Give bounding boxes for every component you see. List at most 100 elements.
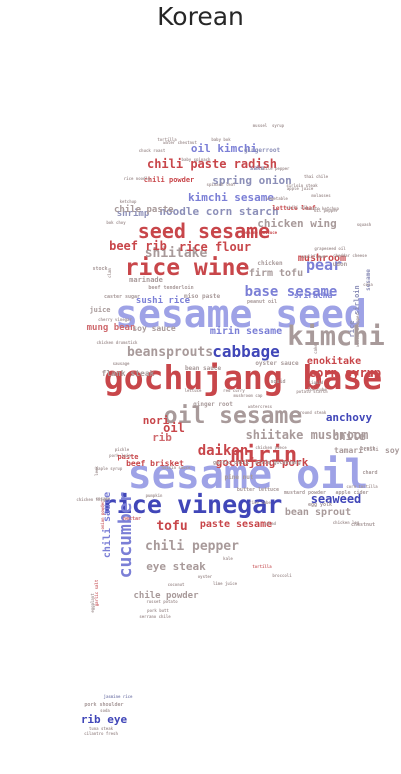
- word-sesame-seed: sesame seed: [115, 292, 367, 336]
- word-lime-juice: lime juice: [213, 581, 238, 586]
- word-marinade: marinade: [129, 276, 163, 284]
- word-chili-pepper: chili pepper: [145, 539, 239, 554]
- word-chili: chili: [363, 447, 378, 453]
- word-clam: clam: [107, 268, 112, 278]
- word-oil-pepper: oil pepper: [314, 208, 339, 213]
- word-butter-lettuce: butter lettuce: [237, 487, 279, 493]
- word-rice-flour: rice flour: [179, 240, 251, 254]
- word-sesame: sesame: [96, 496, 111, 501]
- word-oyster-sauce: oyster sauce: [255, 360, 299, 367]
- word-sesame-oil: sesame oil: [128, 452, 369, 498]
- word-tortilla: tortilla: [252, 564, 272, 569]
- word-pork-butt: pork butt: [147, 608, 169, 613]
- word-eye-steak: eye steak: [146, 560, 206, 573]
- word-red-curry: red curry: [223, 388, 245, 393]
- word-serrano-chile: serrano chile: [139, 614, 171, 619]
- word-hoisin-sauce: hoisin sauce: [162, 465, 191, 470]
- word-mirin-gochujang: mirin gochujang: [255, 459, 300, 466]
- word-beef-rib: beef rib: [109, 239, 167, 253]
- word-base-sesame: base sesame: [245, 284, 338, 300]
- word-sirloin: sirloin: [353, 285, 361, 315]
- word-wonton-wrapper: wonton wrapper: [355, 313, 360, 347]
- word-kimchi-sesame: kimchi sesame: [188, 191, 274, 204]
- word-seaweed: seaweed: [311, 492, 362, 506]
- word-russet-potato: russet potato: [146, 599, 178, 604]
- word-round-steak: round steak: [300, 410, 327, 415]
- word-jasmine-rice: jasmine rice: [104, 694, 133, 699]
- word-beef-tenderloin: beef tenderloin: [148, 285, 193, 291]
- word-chile-powder: chile powder: [133, 590, 199, 601]
- word-chicken-wing: chicken wing: [257, 217, 336, 230]
- word-oyster: oyster: [198, 574, 213, 579]
- word-soda: soda: [100, 708, 110, 713]
- word-gochujang-pork: gochujang pork: [216, 456, 309, 469]
- word-anchovy: anchovy: [326, 411, 373, 424]
- word-shiitake: shiitake: [145, 246, 208, 261]
- word-oil: oil: [163, 421, 185, 435]
- word-chicken-drumstick: chicken drumstick: [97, 340, 139, 345]
- word-soy: soy: [385, 446, 400, 455]
- word-maple-syrup: maple syrup: [96, 466, 123, 471]
- word-sesame: sesame: [365, 269, 372, 291]
- word-gingerroot: gingerroot: [244, 147, 281, 154]
- word-sriracha: sriracha: [294, 290, 333, 300]
- word-garlic-salt: garlic salt: [94, 579, 99, 606]
- word-tuna-steak: tuna steak: [89, 726, 114, 731]
- word-mirin: mirin: [231, 443, 297, 468]
- word-ketchup: ketchup: [120, 199, 137, 204]
- word-ginger-root: ginger root: [193, 401, 233, 408]
- word-chile: chile: [332, 430, 365, 443]
- word-syrup: syrup: [272, 123, 285, 128]
- word-rice-noodle: rice noodle: [124, 176, 151, 181]
- word-rib: rib: [152, 431, 172, 444]
- word-firm-tofu: firm tofu: [249, 267, 303, 279]
- word-udon: udon: [333, 261, 348, 268]
- word-cauliflower: cauliflower: [301, 254, 328, 259]
- word-rib-eye: rib eye: [81, 713, 128, 726]
- word-miso-paste: miso paste: [184, 293, 221, 300]
- word-pear: pear: [306, 256, 342, 274]
- word-eggplant: eggplant: [90, 593, 95, 613]
- word-squash: squash: [357, 222, 372, 227]
- word-nori: nori: [143, 414, 170, 427]
- word-cheddar-cheese: cheddar cheese: [333, 253, 367, 258]
- word-peanut-oil: peanut oil: [247, 299, 277, 305]
- word-bok-choy: bok choy: [106, 220, 126, 225]
- word-onion-powder: onion powder: [100, 500, 105, 529]
- word-chili-sauce: chili sauce: [101, 492, 113, 558]
- word-cilantro-fresh: cilantro fresh: [84, 731, 118, 736]
- word-cola: cola: [363, 282, 373, 287]
- word-tofu: tofu: [156, 519, 187, 534]
- word-water-chestnut: water chestnut: [163, 140, 197, 145]
- word-tamari: tamari: [334, 445, 363, 455]
- chart-title: Korean: [157, 2, 244, 31]
- word-shrimp: shrimp: [117, 208, 150, 219]
- word-apple-cider: apple cider: [335, 490, 368, 496]
- word-daikon: daikon: [198, 443, 249, 459]
- word-tomato-ketchup: tomato ketchup: [305, 206, 339, 211]
- word-nectar: nectar: [123, 516, 141, 522]
- word-corn-syrup: corn syrup: [309, 366, 381, 380]
- word-tortilla: tortilla: [157, 137, 177, 142]
- word-mirin-sesame: mirin sesame: [210, 325, 282, 337]
- word-paste: paste: [117, 453, 138, 461]
- word-cake: cake: [313, 344, 318, 354]
- word-broth: broth: [360, 446, 375, 452]
- word-lettuce: lettuce: [185, 388, 202, 393]
- word-chicken-piece: chicken piece: [255, 445, 287, 450]
- word-romaine-lettuce: romaine lettuce: [241, 230, 278, 235]
- word-potato-starch: potato starch: [296, 389, 328, 394]
- word-broccoli: broccoli: [272, 573, 292, 578]
- word-spinach-leaf: spinach leaf: [207, 182, 236, 187]
- word-pickle: pickle: [115, 447, 130, 452]
- word-cabbage: cabbage: [212, 342, 279, 361]
- word-chile-pepper: chile pepper: [261, 166, 290, 171]
- word-bean-sprout: bean sprout: [285, 507, 351, 518]
- word-oil-sesame: oil sesame: [164, 403, 302, 429]
- word-sirloin-steak: sirloin steak: [286, 183, 318, 188]
- word-watercress: watercress: [248, 404, 273, 409]
- word-kale: kale: [223, 556, 233, 561]
- word-baby-bok: baby bok: [211, 137, 231, 142]
- word-mushroom-cap: mushroom cap: [234, 393, 263, 398]
- word-egg-yolk: egg yolk: [308, 502, 332, 508]
